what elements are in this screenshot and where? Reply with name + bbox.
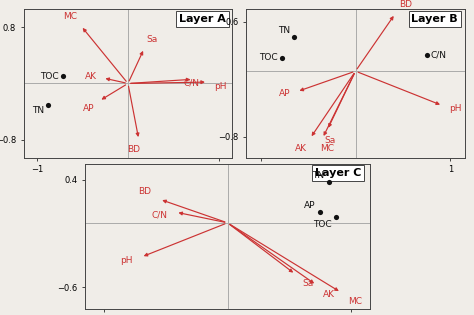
Text: TN: TN bbox=[278, 26, 290, 35]
Point bbox=[45, 102, 52, 107]
Text: AP: AP bbox=[304, 201, 315, 210]
Text: AP: AP bbox=[82, 104, 94, 113]
Point bbox=[325, 180, 333, 185]
Text: C/N: C/N bbox=[183, 79, 200, 88]
Text: AK: AK bbox=[323, 290, 335, 299]
Text: C/N: C/N bbox=[430, 50, 447, 59]
Point bbox=[59, 74, 66, 79]
Text: MC: MC bbox=[348, 297, 362, 306]
Text: TN: TN bbox=[32, 106, 45, 115]
Point bbox=[423, 52, 430, 57]
Text: MC: MC bbox=[320, 144, 334, 153]
Point bbox=[333, 215, 340, 220]
Point bbox=[317, 209, 324, 215]
Text: AP: AP bbox=[279, 89, 291, 98]
Text: AK: AK bbox=[295, 144, 307, 152]
Text: TN: TN bbox=[312, 171, 324, 180]
Text: Sa: Sa bbox=[146, 35, 158, 43]
Text: Sa: Sa bbox=[325, 136, 336, 145]
Point bbox=[278, 55, 285, 60]
Text: TOC: TOC bbox=[259, 54, 278, 62]
Text: TOC: TOC bbox=[40, 72, 59, 81]
Text: TOC: TOC bbox=[313, 220, 331, 229]
Text: pH: pH bbox=[214, 82, 227, 91]
Point bbox=[290, 34, 298, 39]
Text: AK: AK bbox=[84, 72, 97, 81]
Text: BD: BD bbox=[127, 145, 140, 154]
Text: Layer A: Layer A bbox=[179, 14, 226, 24]
Text: Layer B: Layer B bbox=[411, 14, 458, 24]
Text: pH: pH bbox=[120, 256, 133, 265]
Text: Layer C: Layer C bbox=[315, 168, 361, 178]
Text: C/N: C/N bbox=[151, 210, 167, 219]
Text: BD: BD bbox=[399, 0, 412, 9]
Text: BD: BD bbox=[138, 187, 152, 197]
Text: MC: MC bbox=[64, 13, 77, 21]
Text: Sa: Sa bbox=[302, 279, 313, 288]
Text: pH: pH bbox=[449, 104, 461, 112]
